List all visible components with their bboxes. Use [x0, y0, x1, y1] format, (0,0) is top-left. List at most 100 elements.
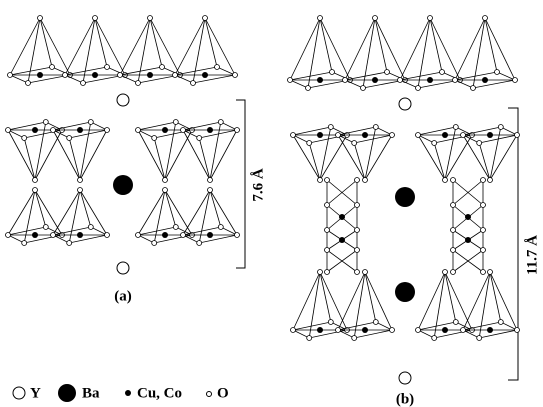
ba-atom	[395, 282, 415, 302]
bond	[165, 130, 192, 180]
cu-atom	[317, 132, 323, 138]
bond	[183, 190, 210, 235]
o-atom	[218, 225, 223, 230]
o-atom	[481, 248, 486, 253]
bond	[205, 18, 235, 75]
bond	[309, 143, 320, 180]
cu-atom	[92, 72, 98, 78]
o-atom	[78, 188, 83, 193]
o-atom	[307, 141, 312, 146]
o-atom	[453, 125, 458, 130]
o-atom	[191, 81, 196, 86]
cu-atom	[465, 237, 471, 243]
bond	[375, 18, 405, 80]
o-atom	[136, 81, 141, 86]
o-atom	[88, 225, 93, 230]
bond	[308, 18, 320, 88]
bond	[490, 135, 517, 180]
bond	[430, 18, 460, 80]
o-atom	[451, 203, 456, 208]
o-atom	[363, 178, 368, 183]
ba-atom	[395, 187, 415, 207]
dimension-label: 7.6 Å	[250, 168, 266, 202]
bond	[365, 135, 392, 180]
panel-label: (a)	[114, 288, 132, 304]
o-atom	[6, 233, 11, 238]
cu-atom	[442, 327, 448, 333]
o-atom	[43, 120, 48, 125]
o-atom	[173, 73, 178, 78]
bond	[485, 18, 515, 80]
cu-atom	[77, 232, 83, 238]
cu-atom	[162, 127, 168, 133]
ba-atom	[113, 175, 133, 195]
o-atom	[477, 336, 482, 341]
cu-atom	[202, 72, 208, 78]
o-atom	[471, 86, 476, 91]
bond	[363, 18, 375, 88]
o-atom	[81, 81, 86, 86]
bond	[445, 272, 456, 322]
bond	[455, 18, 485, 80]
bond	[463, 272, 490, 330]
o-atom	[152, 241, 157, 246]
y-atom	[399, 372, 411, 384]
o-atom	[43, 225, 48, 230]
bond	[24, 138, 35, 180]
o-atom	[416, 328, 421, 333]
structure-figure: 7.6 Å 11.7 Å (a) (b) Y Ba Cu, Co O	[0, 0, 543, 407]
bond	[40, 18, 52, 67]
bond	[69, 138, 80, 180]
o-atom	[477, 141, 482, 146]
bond	[485, 18, 497, 72]
dimension-label: 11.7 Å	[524, 235, 540, 275]
bond	[10, 18, 40, 75]
cu-atom	[32, 127, 38, 133]
o-atom	[488, 178, 493, 183]
bond	[479, 143, 490, 180]
bond	[35, 190, 46, 227]
bond	[418, 272, 445, 330]
bond	[95, 18, 125, 75]
o-atom	[416, 133, 421, 138]
o-atom	[451, 248, 456, 253]
bond	[8, 190, 35, 235]
o-atom	[306, 86, 311, 91]
bond	[205, 18, 217, 67]
bond	[210, 130, 237, 180]
dimension-bracket	[236, 100, 245, 268]
o-atom	[160, 65, 165, 70]
bond	[434, 143, 445, 180]
bond	[150, 18, 162, 67]
bond	[345, 18, 375, 80]
o-atom	[215, 65, 220, 70]
o-atom	[355, 270, 360, 275]
o-atom	[451, 228, 456, 233]
cu-atom	[372, 77, 378, 83]
o-atom	[453, 78, 458, 83]
o-atom	[440, 70, 445, 75]
o-atom	[481, 228, 486, 233]
o-atom	[336, 328, 341, 333]
legend-ba-symbol	[58, 384, 76, 402]
cu-atom	[37, 72, 43, 78]
o-atom	[325, 203, 330, 208]
o-atom	[328, 125, 333, 130]
bond	[199, 138, 210, 180]
o-atom	[208, 178, 213, 183]
o-atom	[373, 320, 378, 325]
o-atom	[291, 328, 296, 333]
cu-atom	[207, 232, 213, 238]
o-atom	[328, 320, 333, 325]
o-atom	[325, 248, 330, 253]
cu-atom	[482, 77, 488, 83]
o-atom	[355, 178, 360, 183]
o-atom	[515, 133, 520, 138]
o-atom	[197, 136, 202, 141]
o-atom	[197, 241, 202, 246]
cu-atom	[77, 127, 83, 133]
o-atom	[481, 270, 486, 275]
bond	[490, 272, 501, 322]
bond	[154, 138, 165, 180]
o-atom	[163, 178, 168, 183]
